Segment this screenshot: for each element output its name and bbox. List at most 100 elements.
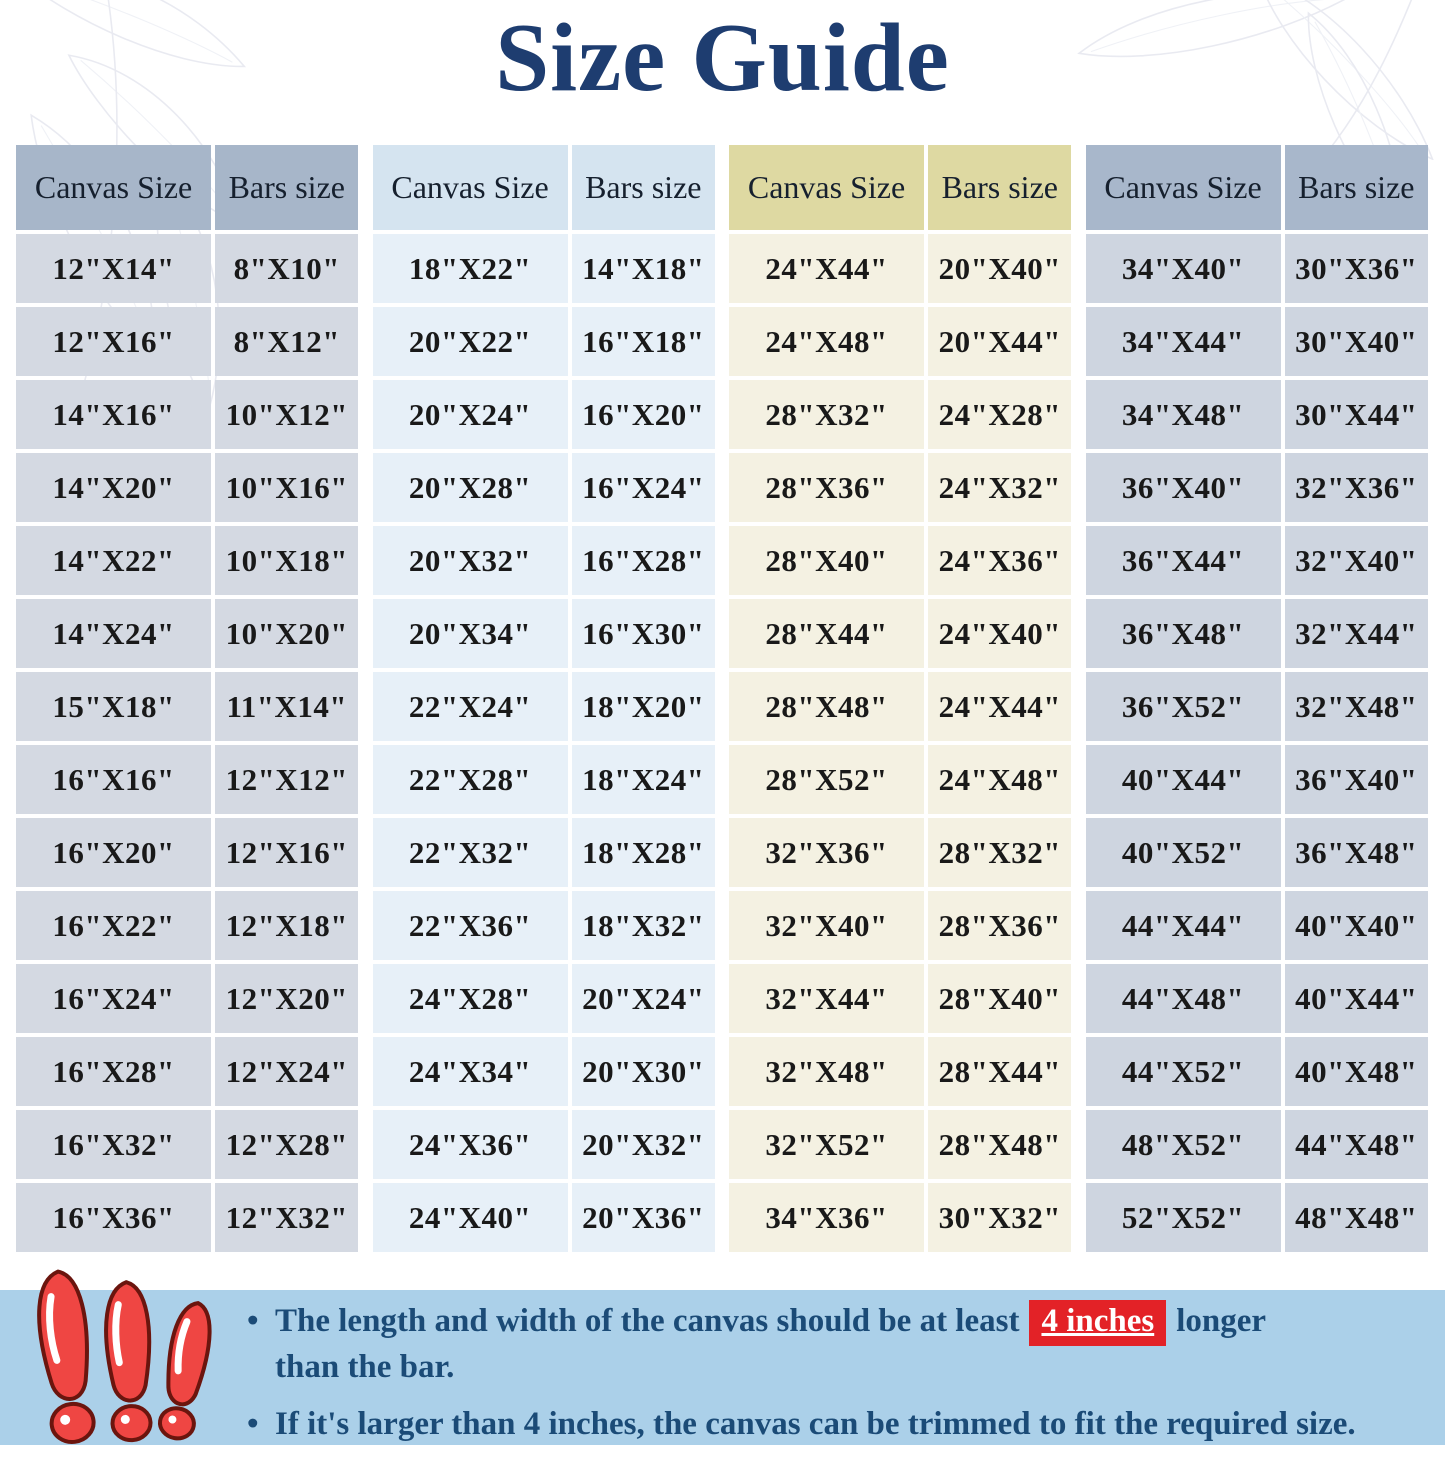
canvas-size-cell: 14"X22" (16, 526, 212, 595)
bars-size-cell: 16"X30" (571, 599, 715, 668)
column-header-bars-size: Bars size (1284, 145, 1428, 230)
bars-size-cell: 28"X36" (928, 891, 1072, 960)
canvas-size-cell: 16"X32" (16, 1110, 212, 1179)
canvas-size-cell: 16"X28" (16, 1037, 212, 1106)
bars-size-cell: 28"X44" (928, 1037, 1072, 1106)
canvas-size-cell: 28"X40" (729, 526, 925, 595)
canvas-size-cell: 28"X52" (729, 745, 925, 814)
canvas-size-cell: 32"X48" (729, 1037, 925, 1106)
canvas-size-cell: 34"X48" (1085, 380, 1281, 449)
canvas-size-cell: 20"X24" (372, 380, 568, 449)
bars-size-cell: 20"X36" (571, 1183, 715, 1252)
bars-size-cell: 8"X12" (215, 307, 359, 376)
bars-size-cell: 14"X18" (571, 234, 715, 303)
canvas-size-cell: 28"X32" (729, 380, 925, 449)
canvas-size-cell: 24"X36" (372, 1110, 568, 1179)
bars-size-cell: 32"X36" (1284, 453, 1428, 522)
canvas-size-cell: 24"X44" (729, 234, 925, 303)
bars-size-cell: 12"X28" (215, 1110, 359, 1179)
note-text-before: The length and width of the canvas shoul… (275, 1303, 1020, 1339)
canvas-size-cell: 15"X18" (16, 672, 212, 741)
bars-size-cell: 12"X16" (215, 818, 359, 887)
bars-size-cell: 12"X32" (215, 1183, 359, 1252)
bars-size-cell: 16"X28" (571, 526, 715, 595)
bars-size-cell: 12"X12" (215, 745, 359, 814)
canvas-size-cell: 20"X28" (372, 453, 568, 522)
canvas-size-cell: 24"X40" (372, 1183, 568, 1252)
bars-size-cell: 28"X32" (928, 818, 1072, 887)
canvas-size-cell: 16"X16" (16, 745, 212, 814)
canvas-size-cell: 22"X32" (372, 818, 568, 887)
bars-size-cell: 16"X18" (571, 307, 715, 376)
canvas-size-cell: 28"X36" (729, 453, 925, 522)
canvas-size-cell: 48"X52" (1085, 1110, 1281, 1179)
bars-size-cell: 30"X40" (1284, 307, 1428, 376)
bars-size-cell: 40"X40" (1284, 891, 1428, 960)
bars-size-cell: 16"X20" (571, 380, 715, 449)
size-table-group-1: Canvas Size Bars size 12"X14" 8"X10" 12"X16"… (16, 145, 359, 1252)
bars-size-cell: 18"X32" (571, 891, 715, 960)
size-table-group-3: Canvas Size Bars size 24"X44" 20"X40" 24"X48… (729, 145, 1072, 1252)
bullet-icon: • (247, 1303, 259, 1339)
bars-size-cell: 40"X44" (1284, 964, 1428, 1033)
column-header-bars-size: Bars size (571, 145, 715, 230)
canvas-size-cell: 44"X52" (1085, 1037, 1281, 1106)
canvas-size-cell: 22"X36" (372, 891, 568, 960)
page-title: Size Guide (495, 4, 950, 111)
canvas-size-cell: 14"X16" (16, 380, 212, 449)
canvas-size-cell: 32"X44" (729, 964, 925, 1033)
canvas-size-cell: 24"X48" (729, 307, 925, 376)
bars-size-cell: 8"X10" (215, 234, 359, 303)
canvas-size-cell: 40"X52" (1085, 818, 1281, 887)
bars-size-cell: 20"X44" (928, 307, 1072, 376)
canvas-size-cell: 32"X36" (729, 818, 925, 887)
bars-size-cell: 20"X32" (571, 1110, 715, 1179)
column-header-canvas-size: Canvas Size (372, 145, 568, 230)
bars-size-cell: 32"X48" (1284, 672, 1428, 741)
canvas-size-cell: 28"X48" (729, 672, 925, 741)
size-table-group-4: Canvas Size Bars size 34"X40" 30"X36" 34"X44… (1085, 145, 1429, 1252)
bars-size-cell: 20"X30" (571, 1037, 715, 1106)
bars-size-cell: 16"X24" (571, 453, 715, 522)
canvas-size-cell: 34"X44" (1085, 307, 1281, 376)
canvas-size-cell: 24"X34" (372, 1037, 568, 1106)
bars-size-cell: 40"X48" (1284, 1037, 1428, 1106)
footer-notes: • The length and width of the canvas sho… (247, 1300, 1432, 1461)
bars-size-cell: 24"X40" (928, 599, 1072, 668)
bars-size-cell: 24"X44" (928, 672, 1072, 741)
note-canvas-length: • The length and width of the canvas sho… (247, 1300, 1432, 1389)
four-inches-highlight: 4 inches (1029, 1300, 1167, 1346)
canvas-size-cell: 18"X22" (372, 234, 568, 303)
canvas-size-cell: 36"X52" (1085, 672, 1281, 741)
bars-size-cell: 44"X48" (1284, 1110, 1428, 1179)
bars-size-cell: 10"X16" (215, 453, 359, 522)
triple-exclamation-icon (37, 1269, 212, 1444)
column-header-bars-size: Bars size (928, 145, 1072, 230)
bars-size-cell: 32"X40" (1284, 526, 1428, 595)
canvas-size-cell: 32"X52" (729, 1110, 925, 1179)
bars-size-cell: 30"X36" (1284, 234, 1428, 303)
bullet-icon: • (247, 1406, 259, 1443)
canvas-size-cell: 20"X34" (372, 599, 568, 668)
footer-note-band (0, 1290, 1445, 1445)
canvas-size-cell: 44"X44" (1085, 891, 1281, 960)
canvas-size-cell: 14"X20" (16, 453, 212, 522)
bars-size-cell: 30"X32" (928, 1183, 1072, 1252)
bars-size-cell: 10"X18" (215, 526, 359, 595)
bars-size-cell: 28"X40" (928, 964, 1072, 1033)
bars-size-cell: 18"X28" (571, 818, 715, 887)
size-table-group-2: Canvas Size Bars size 18"X22" 14"X18" 20"X22… (372, 145, 716, 1252)
column-header-bars-size: Bars size (215, 145, 359, 230)
canvas-size-cell: 34"X40" (1085, 234, 1281, 303)
note-text-line2: than the bar. (275, 1348, 455, 1385)
bars-size-cell: 18"X20" (571, 672, 715, 741)
bars-size-cell: 28"X48" (928, 1110, 1072, 1179)
bars-size-cell: 18"X24" (571, 745, 715, 814)
size-guide-tables: Canvas Size Bars size 12"X14" 8"X10" 12"X16"… (16, 145, 1428, 1252)
column-header-canvas-size: Canvas Size (1085, 145, 1281, 230)
bars-size-cell: 20"X40" (928, 234, 1072, 303)
bars-size-cell: 10"X20" (215, 599, 359, 668)
canvas-size-cell: 34"X36" (729, 1183, 925, 1252)
column-header-canvas-size: Canvas Size (16, 145, 212, 230)
bars-size-cell: 10"X12" (215, 380, 359, 449)
